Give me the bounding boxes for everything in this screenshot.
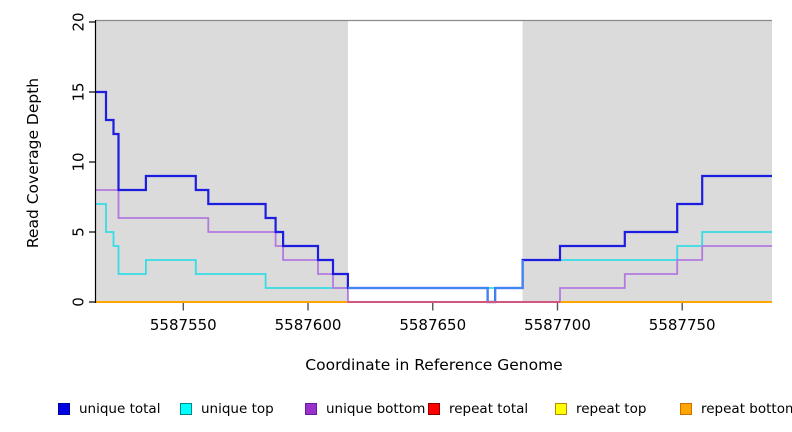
legend-swatch-repeat-bottom (680, 403, 692, 415)
series-lines (96, 90, 772, 304)
legend-swatch-repeat-top (555, 403, 567, 415)
legend-swatch-repeat-total (428, 403, 440, 415)
x-axis-title: Coordinate in Reference Genome (305, 356, 563, 374)
x-tick-label: 5587750 (649, 316, 716, 334)
series-unique-total-line (96, 90, 772, 304)
y-tick-label: 0 (70, 297, 88, 307)
x-tick-label: 5587650 (399, 316, 466, 334)
legend-item-repeat-top: repeat top (555, 399, 646, 419)
series-unique-bottom-line (96, 189, 772, 303)
legend-swatch-unique-top (180, 403, 192, 415)
legend: unique total unique top unique bottom repea… (0, 399, 792, 423)
legend-swatch-unique-bottom (305, 403, 317, 415)
legend-item-unique-bottom: unique bottom (305, 399, 425, 419)
y-tick-label: 20 (70, 12, 88, 31)
legend-label: unique top (201, 401, 274, 417)
y-tick-label: 5 (70, 227, 88, 237)
legend-label: repeat bottom (701, 401, 792, 417)
shaded-region-0 (96, 21, 348, 303)
legend-item-unique-total: unique total (58, 399, 160, 419)
y-tick-label: 15 (70, 82, 88, 101)
legend-item-unique-top: unique top (180, 399, 274, 419)
x-tick-label: 5587700 (524, 316, 591, 334)
legend-item-repeat-total: repeat total (428, 399, 528, 419)
y-tick-label: 10 (70, 152, 88, 171)
y-axis-title: Read Coverage Depth (24, 77, 42, 249)
legend-label: unique bottom (326, 401, 426, 417)
legend-label: unique total (79, 401, 161, 417)
legend-swatch-unique-total (58, 403, 70, 415)
axes: 0 5 10 15 20 5587550 5587600 5587650 5587700 5587… (70, 12, 716, 334)
unique-total-unshaded-segment (347, 260, 524, 303)
shaded-region-1 (522, 21, 772, 303)
legend-label: repeat top (576, 401, 647, 417)
legend-label: repeat total (449, 401, 529, 417)
x-tick-label: 5587600 (275, 316, 342, 334)
x-tick-label: 5587550 (150, 316, 217, 334)
shaded-regions (96, 21, 772, 303)
series-unique-top-line (96, 203, 772, 289)
legend-item-repeat-bottom: repeat bottom (680, 399, 792, 419)
